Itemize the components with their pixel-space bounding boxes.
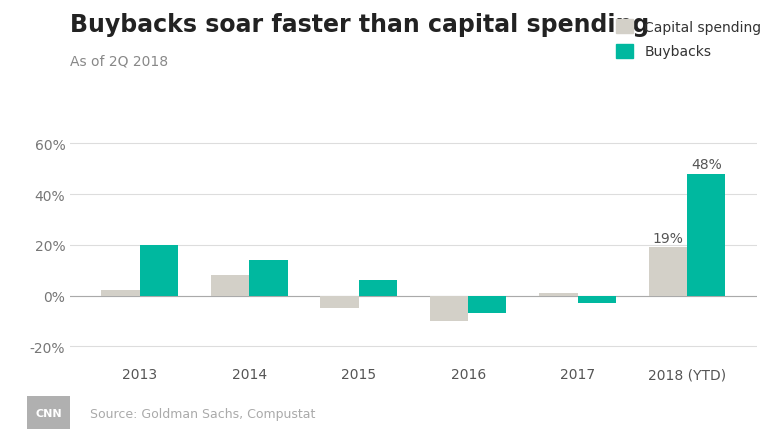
Bar [687, 174, 725, 296]
Bar [249, 261, 288, 296]
Text: 48%: 48% [691, 158, 722, 172]
Bar [140, 245, 178, 296]
Text: Buybacks soar faster than capital spending: Buybacks soar faster than capital spendi… [70, 13, 650, 37]
Bar [539, 293, 578, 296]
Bar [649, 248, 687, 296]
Legend: Capital spending, Buybacks: Capital spending, Buybacks [616, 20, 761, 59]
Text: As of 2Q 2018: As of 2Q 2018 [70, 55, 168, 69]
Bar [468, 296, 506, 314]
Bar [321, 296, 359, 308]
Text: 19%: 19% [653, 231, 683, 245]
Bar [211, 276, 249, 296]
Text: CNN: CNN [35, 408, 62, 418]
Bar [578, 296, 616, 304]
Bar [430, 296, 468, 321]
Bar [101, 291, 140, 296]
Text: Source: Goldman Sachs, Compustat: Source: Goldman Sachs, Compustat [90, 407, 315, 420]
Bar [359, 281, 397, 296]
